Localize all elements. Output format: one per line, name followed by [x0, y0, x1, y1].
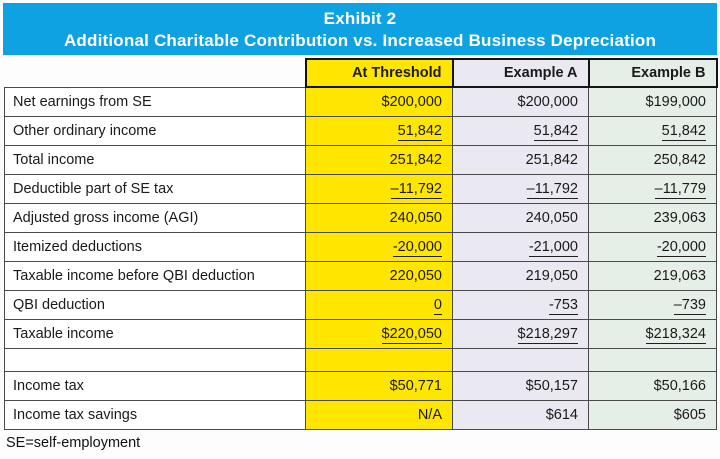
cell-example-b	[588, 348, 717, 372]
exhibit-subtitle: Additional Charitable Contribution vs. I…	[63, 31, 657, 50]
cell-example-b: –739	[588, 290, 717, 320]
row-label: Net earnings from SE	[4, 86, 306, 117]
table-row-deductible-se-tax: Deductible part of SE tax –11,792 –11,79…	[4, 174, 717, 204]
cell-at-threshold: 0	[305, 290, 453, 320]
cell-at-threshold: –11,792	[305, 174, 453, 204]
cell-example-b: $218,324	[588, 319, 717, 349]
cell-example-b: 250,842	[588, 145, 717, 175]
cell-example-a: 251,842	[452, 145, 589, 175]
column-header-blank	[4, 59, 306, 88]
column-header-example-a: Example A	[451, 58, 590, 88]
table-row-other-ordinary-income: Other ordinary income 51,842 51,842 51,8…	[4, 116, 717, 146]
table-row-itemized-deductions: Itemized deductions -20,000 -21,000 -20,…	[4, 232, 717, 262]
table-row-income-tax: Income tax $50,771 $50,157 $50,166	[4, 371, 717, 401]
cell-example-a	[452, 348, 589, 372]
table-row-taxable-income-before-qbi: Taxable income before QBI deduction 220,…	[4, 261, 717, 291]
cell-example-a: $50,157	[452, 371, 589, 401]
table-row-taxable-income: Taxable income $220,050 $218,297 $218,32…	[4, 319, 717, 349]
cell-example-a: 240,050	[452, 203, 589, 233]
cell-at-threshold: 240,050	[305, 203, 453, 233]
cell-example-b: 219,063	[588, 261, 717, 291]
cell-at-threshold	[305, 348, 453, 372]
row-label: Deductible part of SE tax	[4, 174, 306, 204]
cell-at-threshold: $50,771	[305, 371, 453, 401]
cell-example-b: $199,000	[588, 86, 717, 117]
row-label: Taxable income before QBI deduction	[4, 261, 306, 291]
row-label: Other ordinary income	[4, 116, 306, 146]
header-row: At Threshold Example A Example B	[4, 58, 718, 88]
row-label: Taxable income	[4, 319, 306, 349]
table-row-agi: Adjusted gross income (AGI) 240,050 240,…	[4, 203, 717, 233]
cell-at-threshold: $220,050	[305, 319, 453, 349]
row-label	[4, 348, 306, 372]
table-row-net-earnings: Net earnings from SE $200,000 $200,000 $…	[4, 86, 717, 117]
cell-example-b: 51,842	[588, 116, 717, 146]
cell-at-threshold: $200,000	[305, 86, 453, 117]
cell-example-a: $218,297	[452, 319, 589, 349]
cell-example-a: –11,792	[452, 174, 589, 204]
cell-example-a: -21,000	[452, 232, 589, 262]
cell-example-a: $200,000	[452, 86, 589, 117]
row-label: Income tax	[4, 371, 306, 401]
row-label: Adjusted gross income (AGI)	[4, 203, 306, 233]
table-row-spacer	[4, 348, 717, 372]
row-label: Itemized deductions	[4, 232, 306, 262]
cell-example-a: 219,050	[452, 261, 589, 291]
cell-at-threshold: 220,050	[305, 261, 453, 291]
exhibit-title: Exhibit 2	[323, 9, 397, 28]
cell-example-b: 239,063	[588, 203, 717, 233]
column-header-at-threshold: At Threshold	[304, 58, 454, 88]
cell-example-a: -753	[452, 290, 589, 320]
column-header-example-b: Example B	[587, 58, 718, 88]
footnote: SE=self-employment	[6, 435, 141, 451]
table-row-income-tax-savings: Income tax savings N/A $614 $605	[4, 400, 717, 430]
table-row-qbi-deduction: QBI deduction 0 -753 –739	[4, 290, 717, 320]
exhibit-table: At Threshold Example A Example B Net ear…	[4, 58, 718, 430]
cell-at-threshold: -20,000	[305, 232, 453, 262]
row-label: Total income	[4, 145, 306, 175]
row-label: QBI deduction	[4, 290, 306, 320]
cell-example-b: $605	[588, 400, 717, 430]
cell-at-threshold: 51,842	[305, 116, 453, 146]
cell-example-b: $50,166	[588, 371, 717, 401]
table-row-total-income: Total income 251,842 251,842 250,842	[4, 145, 717, 175]
exhibit-banner: Exhibit 2 Additional Charitable Contribu…	[3, 3, 717, 55]
cell-at-threshold: N/A	[305, 400, 453, 430]
row-label: Income tax savings	[4, 400, 306, 430]
cell-example-b: -20,000	[588, 232, 717, 262]
cell-at-threshold: 251,842	[305, 145, 453, 175]
cell-example-b: –11,779	[588, 174, 717, 204]
cell-example-a: 51,842	[452, 116, 589, 146]
cell-example-a: $614	[452, 400, 589, 430]
